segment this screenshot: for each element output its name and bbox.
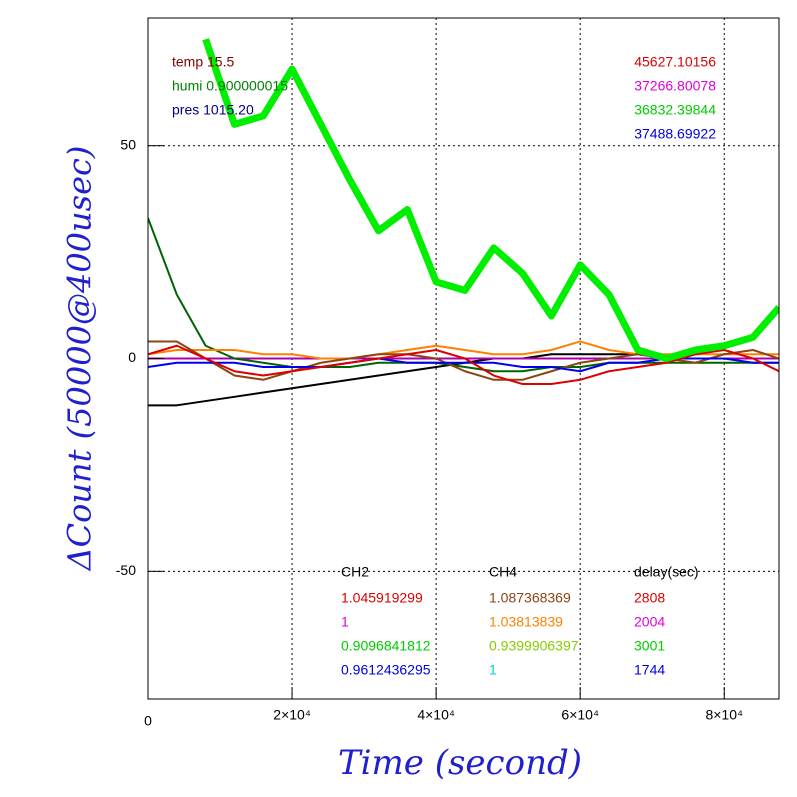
series-line [148, 344, 779, 386]
table-header: CH2 [341, 564, 369, 580]
table-cell: 1.045919299 [341, 590, 423, 606]
x-tick-label: 2×10⁴ [273, 707, 311, 723]
table-cell: 0.9096841812 [341, 638, 431, 654]
x-tick-label: 0 [144, 713, 152, 729]
info-label: humi 0.900000015 [172, 78, 288, 94]
y-axis-title: ΔCount (50000@400usec) [61, 146, 99, 573]
x-axis-title: Time (second) [338, 743, 582, 783]
count-label: 37266.80078 [634, 78, 716, 94]
info-label: pres 1015.20 [172, 102, 254, 118]
y-tick-label: -50 [116, 562, 136, 578]
info-label: temp 15.5 [172, 54, 234, 70]
x-tick-label: 8×10⁴ [705, 707, 743, 723]
table-cell: 2808 [634, 590, 665, 606]
table-cell: 2004 [634, 614, 665, 630]
plot-area [148, 38, 779, 407]
count-label: 45627.10156 [634, 54, 716, 70]
table-cell: 1.03813839 [489, 614, 563, 630]
count-label: 36832.39844 [634, 102, 716, 118]
table-cell: 1 [341, 614, 349, 630]
table-header: delay(sec) [634, 564, 699, 580]
count-label: 37488.69922 [634, 126, 716, 142]
table-cell: 0.9399906397 [489, 638, 579, 654]
table-cell: 3001 [634, 638, 665, 654]
x-tick-label: 4×10⁴ [417, 707, 455, 723]
y-tick-label: 50 [120, 136, 136, 152]
table-cell: 1 [489, 662, 497, 678]
table-cell: 0.9612436295 [341, 662, 431, 678]
y-tick-label: 0 [128, 349, 136, 365]
table-header: CH4 [489, 564, 517, 580]
x-tick-label: 6×10⁴ [561, 707, 599, 723]
series-line [202, 38, 779, 362]
series-line [148, 217, 779, 373]
table-cell: 1744 [634, 662, 665, 678]
table-cell: 1.087368369 [489, 590, 571, 606]
